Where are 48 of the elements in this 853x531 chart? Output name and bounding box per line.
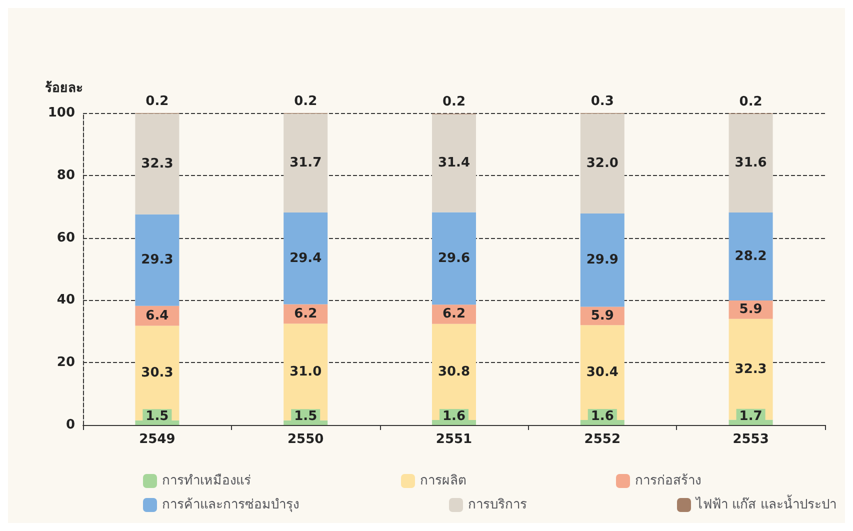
data-label: 29.3 <box>141 252 174 268</box>
data-label: 31.6 <box>734 156 767 171</box>
data-label: 31.4 <box>438 156 470 171</box>
data-label: 28.2 <box>734 249 767 264</box>
data-label: 0.2 <box>146 94 169 109</box>
y-tick-label: 20 <box>56 355 75 370</box>
legend-label: การทำเหมืองแร่ <box>162 472 251 488</box>
data-label: 1.7 <box>739 408 762 424</box>
y-tick-label: 80 <box>56 168 75 183</box>
x-tick-label: 2551 <box>436 432 472 447</box>
data-label: 0.2 <box>294 94 318 109</box>
x-tick-label: 2550 <box>288 432 324 447</box>
data-label: 32.3 <box>734 362 767 377</box>
y-tick-label: 40 <box>56 292 75 308</box>
data-label: 1.5 <box>294 409 318 424</box>
data-label: 31.7 <box>290 156 322 171</box>
data-label: 6.2 <box>442 306 466 322</box>
data-label: 30.3 <box>141 366 174 381</box>
legend-label: ไฟฟ้า แก๊ส และน้ำประปา <box>695 494 836 512</box>
y-tick-label: 100 <box>48 106 75 120</box>
data-label: 32.3 <box>141 156 174 172</box>
data-label: 6.4 <box>146 308 169 324</box>
data-label: 32.0 <box>586 156 618 172</box>
data-label: 0.3 <box>590 94 614 109</box>
x-tick-label: 2549 <box>139 432 176 447</box>
data-label: 6.2 <box>294 306 318 322</box>
data-label: 1.6 <box>590 409 614 424</box>
data-label: 31.0 <box>290 364 322 380</box>
data-label: 5.9 <box>590 308 614 324</box>
data-label: 0.2 <box>442 94 466 110</box>
data-label: 29.6 <box>438 250 470 266</box>
data-label: 30.8 <box>438 364 470 380</box>
data-label: 0.2 <box>739 94 762 110</box>
legend-label: การค้าและการซ่อมบำรุง <box>162 498 299 512</box>
x-tick-label: 2553 <box>732 432 769 447</box>
y-tick-label: 0 <box>66 418 75 432</box>
legend-label: การผลิต <box>420 474 466 488</box>
data-label: 5.9 <box>739 302 762 318</box>
data-label: 30.4 <box>586 365 618 380</box>
y-tick-label: 60 <box>56 230 75 246</box>
data-label: 29.9 <box>586 252 618 268</box>
legend-label: การก่อสร้าง <box>635 474 701 488</box>
x-tick-label: 2552 <box>584 432 620 447</box>
data-label: 29.4 <box>290 250 322 266</box>
y-axis-title: ร้อยละ <box>45 80 83 96</box>
legend-label: การบริการ <box>468 498 527 512</box>
data-label: 1.6 <box>442 409 466 424</box>
data-label: 1.5 <box>146 409 169 424</box>
